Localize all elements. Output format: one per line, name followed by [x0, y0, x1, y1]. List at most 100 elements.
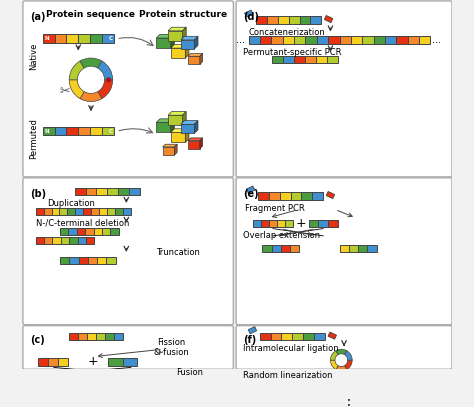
Text: (a): (a) — [30, 12, 46, 22]
Polygon shape — [188, 138, 202, 140]
Bar — [310, 16, 321, 24]
Text: N: N — [44, 36, 49, 41]
Bar — [314, 333, 325, 340]
Bar — [260, 36, 272, 44]
Bar — [281, 245, 290, 252]
Wedge shape — [69, 80, 84, 98]
Bar — [107, 188, 118, 195]
Bar — [289, 16, 300, 24]
Bar — [367, 245, 376, 252]
Text: (d): (d) — [243, 12, 259, 22]
Polygon shape — [194, 120, 198, 133]
Bar — [43, 127, 55, 135]
Wedge shape — [330, 360, 338, 370]
Text: Truncation: Truncation — [156, 248, 200, 257]
Text: ...: ... — [432, 35, 441, 45]
Bar — [69, 257, 79, 264]
Text: Protein sequence: Protein sequence — [46, 10, 135, 19]
Bar — [264, 403, 274, 407]
Wedge shape — [336, 365, 347, 371]
Wedge shape — [336, 349, 347, 354]
Bar — [283, 393, 293, 399]
Bar — [75, 208, 83, 215]
Text: C: C — [108, 36, 112, 41]
Bar — [156, 38, 171, 48]
Circle shape — [106, 78, 111, 82]
Bar — [245, 10, 253, 17]
FancyBboxPatch shape — [236, 1, 452, 177]
Text: +: + — [88, 355, 98, 368]
Bar — [303, 333, 314, 340]
Text: Native: Native — [29, 43, 38, 70]
Bar — [349, 245, 358, 252]
Bar — [362, 36, 374, 44]
Wedge shape — [69, 61, 84, 80]
Bar — [108, 358, 122, 365]
Bar — [291, 193, 301, 199]
Bar — [260, 333, 271, 340]
Bar — [293, 383, 302, 389]
Bar — [272, 36, 283, 44]
Bar — [78, 35, 90, 43]
Text: ⋮: ⋮ — [342, 398, 356, 407]
Bar — [36, 208, 44, 215]
FancyBboxPatch shape — [23, 1, 233, 177]
Bar — [351, 36, 362, 44]
Wedge shape — [80, 92, 102, 102]
Bar — [326, 191, 335, 199]
Bar — [52, 208, 59, 215]
Bar — [283, 36, 294, 44]
Bar — [328, 219, 337, 227]
Bar — [312, 383, 322, 389]
Bar — [274, 393, 283, 399]
Bar — [181, 124, 194, 133]
Text: Permutant-specific PCR: Permutant-specific PCR — [243, 48, 342, 57]
Bar — [171, 48, 185, 58]
Bar — [302, 393, 312, 399]
Bar — [374, 36, 385, 44]
Bar — [269, 219, 277, 227]
Bar — [419, 36, 430, 44]
Text: N: N — [44, 129, 49, 133]
Bar — [86, 237, 94, 244]
Bar — [285, 219, 292, 227]
Bar — [59, 208, 67, 215]
Text: ...: ... — [236, 35, 245, 45]
Wedge shape — [98, 80, 113, 98]
Polygon shape — [182, 112, 186, 125]
Bar — [305, 56, 316, 63]
Text: Concatenerization: Concatenerization — [249, 28, 326, 37]
Text: Overlap extension: Overlap extension — [243, 231, 320, 241]
Bar — [55, 127, 66, 135]
Bar — [312, 193, 323, 199]
Bar — [83, 208, 91, 215]
Bar — [74, 188, 85, 195]
Bar — [272, 245, 281, 252]
Bar — [58, 358, 68, 365]
Bar — [168, 115, 182, 125]
Bar — [267, 16, 278, 24]
Bar — [122, 358, 137, 365]
Bar — [249, 36, 260, 44]
Bar — [271, 333, 282, 340]
Bar — [309, 219, 319, 227]
Bar — [129, 188, 140, 195]
Polygon shape — [156, 35, 174, 38]
Bar — [319, 219, 328, 227]
Text: Duplication: Duplication — [47, 199, 95, 208]
Bar — [302, 403, 312, 407]
Bar — [102, 127, 114, 135]
Bar — [292, 333, 303, 340]
Text: Fragment PCR: Fragment PCR — [245, 204, 305, 213]
Text: (c): (c) — [30, 335, 45, 345]
Bar — [67, 208, 75, 215]
Bar — [90, 127, 102, 135]
Bar — [328, 332, 337, 339]
Bar — [248, 326, 256, 334]
Bar — [115, 208, 123, 215]
Bar — [85, 228, 94, 235]
Bar — [102, 228, 110, 235]
Bar — [316, 56, 327, 63]
Bar — [79, 257, 88, 264]
Bar — [44, 237, 53, 244]
